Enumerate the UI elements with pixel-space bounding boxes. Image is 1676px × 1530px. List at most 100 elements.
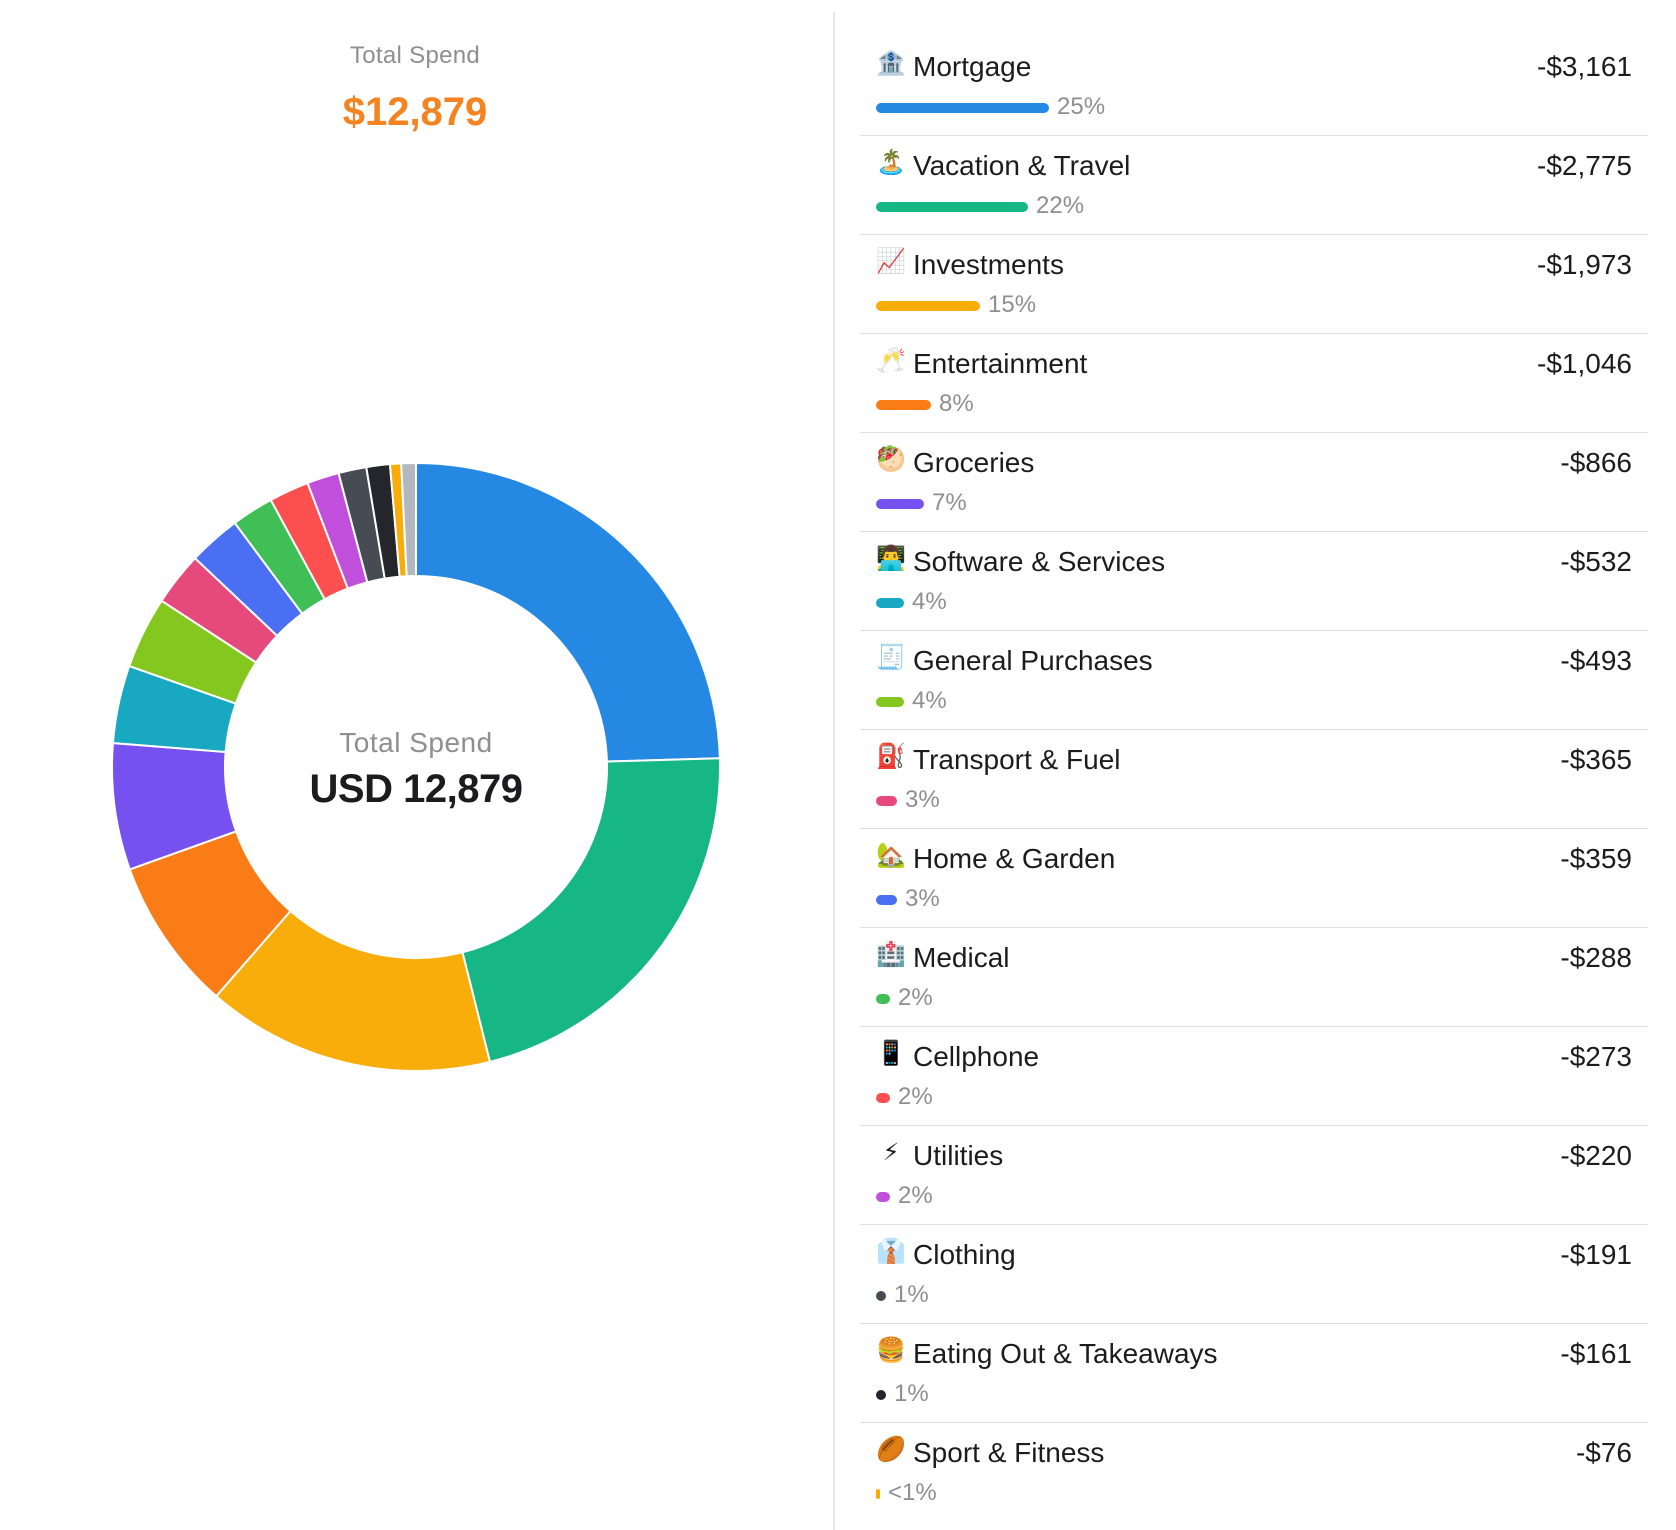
category-row[interactable]: 🥂 Entertainment -$1,046 8% [860, 334, 1648, 433]
category-name: Transport & Fuel [913, 744, 1121, 775]
category-row[interactable]: 🏝️ Vacation & Travel -$2,775 22% [860, 136, 1648, 235]
category-amount: -$3,161 [1537, 51, 1632, 82]
category-percent: 1% [894, 1380, 929, 1407]
category-row[interactable]: 👔 Clothing -$191 1% [860, 1225, 1648, 1324]
category-percent: <1% [888, 1479, 937, 1506]
category-amount: -$359 [1560, 843, 1632, 874]
category-amount: -$1,046 [1537, 348, 1632, 379]
hospital-icon: 🏥 [876, 941, 906, 968]
fuel-pump-icon: ⛽ [876, 743, 906, 770]
category-row[interactable]: 🍔 Eating Out & Takeaways -$161 1% [860, 1324, 1648, 1423]
donut-slice[interactable] [400, 461, 417, 578]
category-percent: 2% [898, 1182, 933, 1209]
category-name: Clothing [913, 1239, 1016, 1270]
category-amount: -$2,775 [1537, 150, 1632, 181]
donut-svg [111, 461, 721, 1072]
category-row[interactable]: 📈 Investments -$1,973 15% [860, 235, 1648, 334]
chart-increasing-icon: 📈 [876, 248, 906, 275]
donut-center-label: Total Spend [339, 727, 493, 758]
category-amount: -$273 [1560, 1041, 1632, 1072]
category-percent: 4% [912, 687, 947, 714]
category-share-bar [876, 598, 904, 608]
category-row[interactable]: ⚡ Utilities -$220 2% [860, 1126, 1648, 1225]
bank-icon: 🏦 [876, 50, 906, 77]
category-share-bar [876, 1390, 886, 1400]
category-share-bar [876, 499, 924, 509]
donut-slice[interactable] [461, 757, 721, 1064]
category-share-bar [876, 895, 897, 905]
category-share-bar [876, 796, 897, 806]
category-amount: -$365 [1560, 744, 1632, 775]
house-with-garden-icon: 🏡 [876, 842, 906, 869]
category-name: Entertainment [913, 348, 1088, 379]
category-row[interactable]: 👨‍💻 Software & Services -$532 4% [860, 532, 1648, 631]
category-percent: 1% [894, 1281, 929, 1308]
category-name: Mortgage [913, 51, 1032, 82]
clinking-glasses-icon: 🥂 [876, 347, 906, 374]
category-amount: -$1,973 [1537, 249, 1632, 280]
category-share-bar [876, 1489, 880, 1499]
category-amount: -$220 [1560, 1140, 1632, 1171]
category-percent: 3% [905, 786, 940, 813]
category-name: Investments [913, 249, 1064, 280]
category-share-bar [876, 103, 1049, 113]
category-share-bar [876, 1093, 890, 1103]
donut-slice[interactable] [415, 461, 721, 763]
category-row[interactable]: 🏦 Mortgage -$3,161 25% [860, 37, 1648, 136]
category-amount: -$76 [1575, 1437, 1632, 1468]
total-spend-label: Total Spend [349, 42, 481, 69]
category-share-bar [876, 301, 980, 311]
panel-divider [833, 12, 835, 1530]
rugby-ball-icon: 🏉 [876, 1436, 906, 1463]
category-name: Utilities [913, 1140, 1004, 1171]
category-amount: -$191 [1560, 1239, 1632, 1270]
category-name: Eating Out & Takeaways [913, 1338, 1218, 1369]
category-amount: -$532 [1560, 546, 1632, 577]
category-list: 🏦 Mortgage -$3,161 25% 🏝️ Vacation & Travel -$… [860, 37, 1648, 1522]
category-share-bar [876, 400, 931, 410]
category-name: Groceries [913, 447, 1035, 478]
category-row[interactable]: 🏉 Sport & Fitness -$76 <1% [860, 1423, 1648, 1522]
category-share-bar [876, 994, 890, 1004]
category-name: Sport & Fitness [913, 1437, 1105, 1468]
category-row[interactable]: ⛽ Transport & Fuel -$365 3% [860, 730, 1648, 829]
spend-donut-chart: Total Spend USD 12,879 [86, 437, 746, 1097]
stuffed-flatbread-icon: 🥙 [876, 446, 906, 473]
category-percent: 8% [939, 390, 974, 417]
category-amount: -$493 [1560, 645, 1632, 676]
category-name: Software & Services [913, 546, 1166, 577]
category-percent: 25% [1057, 93, 1106, 120]
necktie-shirt-icon: 👔 [876, 1238, 906, 1265]
category-name: General Purchases [913, 645, 1153, 676]
island-icon: 🏝️ [876, 149, 906, 176]
category-share-bar [876, 697, 904, 707]
spend-summary-panel: Total Spend $12,879 Total Spend USD 12,8… [0, 0, 830, 1530]
category-row[interactable]: 🏥 Medical -$288 2% [860, 928, 1648, 1027]
category-amount: -$866 [1560, 447, 1632, 478]
category-name: Medical [913, 942, 1010, 973]
category-percent: 2% [898, 1083, 933, 1110]
hamburger-icon: 🍔 [876, 1337, 906, 1364]
category-percent: 3% [905, 885, 940, 912]
category-percent: 2% [898, 984, 933, 1011]
category-share-bar [876, 202, 1028, 212]
donut-slice[interactable] [214, 909, 492, 1072]
total-spend-amount: $12,879 [342, 90, 488, 134]
category-percent: 7% [932, 489, 967, 516]
category-name: Cellphone [913, 1041, 1040, 1072]
category-row[interactable]: 🏡 Home & Garden -$359 3% [860, 829, 1648, 928]
category-row[interactable]: 🧾 General Purchases -$493 4% [860, 631, 1648, 730]
category-row[interactable]: 📱 Cellphone -$273 2% [860, 1027, 1648, 1126]
category-row[interactable]: 🥙 Groceries -$866 7% [860, 433, 1648, 532]
donut-center-value: USD 12,879 [309, 767, 523, 811]
category-percent: 15% [988, 291, 1037, 318]
category-amount: -$161 [1560, 1338, 1632, 1369]
category-share-bar [876, 1192, 890, 1202]
category-percent: 4% [912, 588, 947, 615]
lightning-icon: ⚡ [882, 1139, 900, 1166]
category-share-bar [876, 1291, 886, 1301]
mobile-phone-icon: 📱 [876, 1040, 906, 1067]
technologist-icon: 👨‍💻 [876, 545, 906, 572]
category-name: Vacation & Travel [913, 150, 1131, 181]
category-amount: -$288 [1560, 942, 1632, 973]
